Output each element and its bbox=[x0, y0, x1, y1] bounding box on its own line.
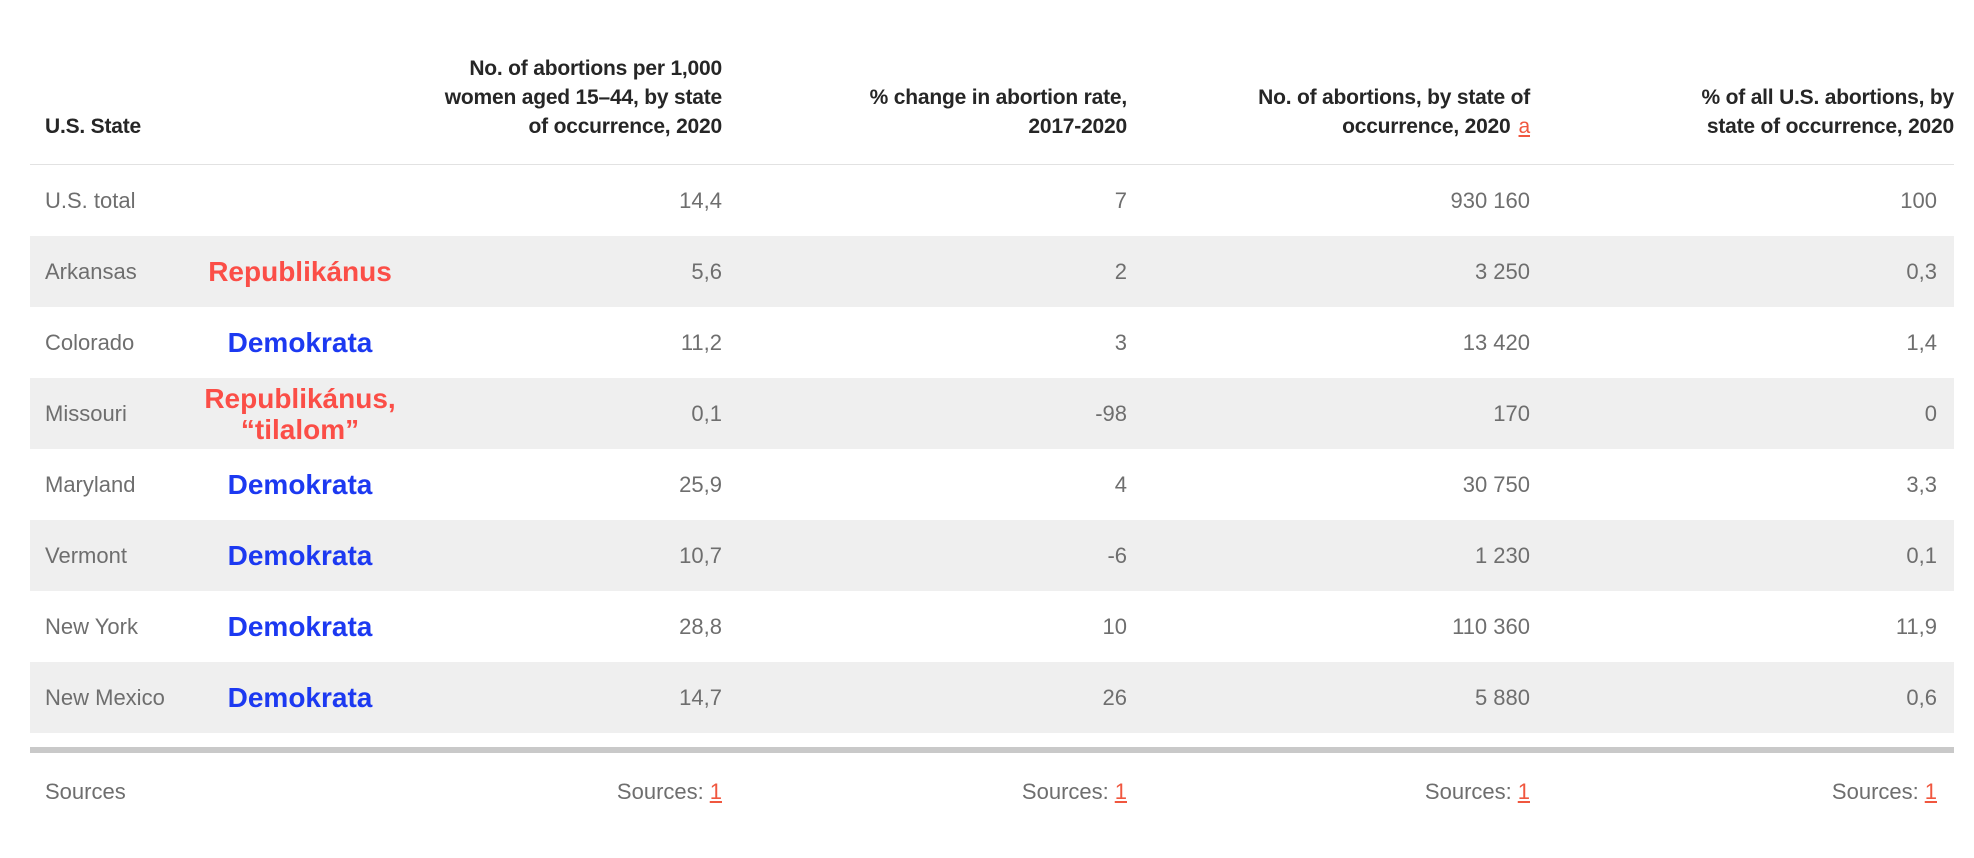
share-cell: 0,1 bbox=[1906, 542, 1937, 568]
rate-cell: 25,9 bbox=[679, 471, 722, 497]
table-bottom-gap bbox=[30, 733, 1954, 747]
count-cell: 13 420 bbox=[1462, 329, 1530, 355]
sources-cell-label: Sources: bbox=[1424, 779, 1512, 804]
table-row: U.S. total 14,4 7 930 160 100 bbox=[30, 165, 1954, 236]
source-link[interactable]: 1 bbox=[709, 779, 722, 804]
change-cell: 7 bbox=[1114, 187, 1127, 213]
table-row: Colorado Demokrata 11,2 3 13 420 1,4 bbox=[30, 307, 1954, 378]
state-cell: Colorado bbox=[45, 329, 135, 355]
state-cell: U.S. total bbox=[45, 187, 136, 213]
state-cell: Missouri bbox=[45, 400, 127, 426]
sources-cell-label: Sources: bbox=[1021, 779, 1109, 804]
change-cell: 3 bbox=[1114, 329, 1127, 355]
party-annotation: Demokrata bbox=[180, 611, 420, 642]
source-link[interactable]: 1 bbox=[1517, 779, 1530, 804]
change-cell: 2 bbox=[1114, 258, 1127, 284]
abortion-statistics-table: U.S. State No. of abortions per 1,000 wo… bbox=[30, 0, 1954, 805]
rate-cell: 14,4 bbox=[679, 187, 722, 213]
column-header-share: % of all U.S. abortions, by state of occ… bbox=[1530, 83, 1955, 141]
sources-cell: Sources: 1 bbox=[420, 779, 722, 805]
table-row: Maryland Demokrata 25,9 4 30 750 3,3 bbox=[30, 449, 1954, 520]
state-cell: New Mexico bbox=[45, 684, 165, 710]
footnote-a-link[interactable]: a bbox=[1518, 115, 1531, 138]
party-label: Republikánus bbox=[208, 256, 392, 287]
sources-cell: Sources: 1 bbox=[1530, 779, 1954, 805]
party-annotation: Republikánus, “tilalom” bbox=[180, 383, 420, 445]
header-line: 2017-2020 bbox=[1028, 115, 1127, 138]
table-body: U.S. total 14,4 7 930 160 100 Arkansas R… bbox=[30, 165, 1954, 733]
party-annotation: Demokrata bbox=[180, 327, 420, 358]
party-label: Demokrata bbox=[227, 327, 373, 358]
change-cell: -98 bbox=[1095, 400, 1127, 426]
count-cell: 3 250 bbox=[1474, 258, 1530, 284]
share-cell: 0 bbox=[1924, 400, 1937, 426]
party-label: Demokrata bbox=[227, 469, 373, 500]
rate-cell: 10,7 bbox=[679, 542, 722, 568]
rate-cell: 11,2 bbox=[680, 329, 722, 355]
column-header-count: No. of abortions, by state of occurrence… bbox=[1127, 83, 1530, 141]
party-label: Demokrata bbox=[227, 611, 373, 642]
count-cell: 170 bbox=[1493, 400, 1530, 426]
change-cell: 4 bbox=[1114, 471, 1127, 497]
party-label: Republikánus, bbox=[204, 382, 396, 414]
party-label: Demokrata bbox=[227, 682, 373, 713]
sources-label: Sources bbox=[45, 779, 126, 804]
column-header-state: U.S. State bbox=[45, 115, 142, 138]
change-cell: -6 bbox=[1107, 542, 1127, 568]
rate-cell: 28,8 bbox=[679, 613, 722, 639]
state-cell: New York bbox=[45, 613, 138, 639]
table-row: Missouri Republikánus, “tilalom” 0,1 -98… bbox=[30, 378, 1954, 449]
column-header-rate: No. of abortions per 1,000 women aged 15… bbox=[420, 54, 722, 141]
party-annotation: Demokrata bbox=[180, 469, 420, 500]
change-cell: 10 bbox=[1102, 613, 1127, 639]
header-line: women aged 15–44, by state bbox=[444, 86, 722, 109]
table-header: U.S. State No. of abortions per 1,000 wo… bbox=[30, 0, 1954, 165]
header-line: state of occurrence, 2020 bbox=[1706, 115, 1954, 138]
header-line: of occurrence, 2020 bbox=[528, 115, 723, 138]
share-cell: 0,6 bbox=[1906, 684, 1937, 710]
table-row: New Mexico Demokrata 14,7 26 5 880 0,6 bbox=[30, 662, 1954, 733]
rate-cell: 14,7 bbox=[679, 684, 722, 710]
table-row: Vermont Demokrata 10,7 -6 1 230 0,1 bbox=[30, 520, 1954, 591]
header-line: occurrence, 2020 a bbox=[1127, 112, 1530, 141]
sources-row: Sources Sources: 1 Sources: 1 Sources: 1 So… bbox=[30, 753, 1954, 805]
party-annotation: Demokrata bbox=[180, 682, 420, 713]
sources-cell-label: Sources: bbox=[1831, 779, 1919, 804]
rate-cell: 0,1 bbox=[691, 400, 722, 426]
change-cell: 26 bbox=[1102, 684, 1127, 710]
sources-cell: Sources: 1 bbox=[722, 779, 1127, 805]
header-line-text: occurrence, 2020 bbox=[1342, 115, 1511, 138]
column-header-change: % change in abortion rate, 2017-2020 bbox=[722, 83, 1128, 141]
sources-cell-label: Sources: bbox=[616, 779, 704, 804]
rate-cell: 5,6 bbox=[691, 258, 722, 284]
sources-cell: Sources: 1 bbox=[1127, 779, 1530, 805]
table-row: New York Demokrata 28,8 10 110 360 11,9 bbox=[30, 591, 1954, 662]
state-cell: Arkansas bbox=[45, 258, 137, 284]
header-line: No. of abortions per 1,000 bbox=[469, 57, 722, 80]
header-line: % of all U.S. abortions, by bbox=[1701, 86, 1955, 109]
count-cell: 930 160 bbox=[1450, 187, 1530, 213]
party-annotation: Demokrata bbox=[180, 540, 420, 571]
share-cell: 100 bbox=[1900, 187, 1937, 213]
share-cell: 0,3 bbox=[1906, 258, 1937, 284]
party-label: “tilalom” bbox=[240, 413, 360, 445]
state-cell: Maryland bbox=[45, 471, 136, 497]
state-cell: Vermont bbox=[45, 542, 127, 568]
party-annotation: Republikánus bbox=[180, 256, 420, 287]
count-cell: 110 360 bbox=[1452, 613, 1530, 639]
source-link[interactable]: 1 bbox=[1924, 779, 1937, 804]
share-cell: 1,4 bbox=[1906, 329, 1937, 355]
share-cell: 11,9 bbox=[1895, 613, 1937, 639]
count-cell: 30 750 bbox=[1462, 471, 1530, 497]
header-line: No. of abortions, by state of bbox=[1258, 86, 1530, 109]
share-cell: 3,3 bbox=[1906, 471, 1937, 497]
header-line: % change in abortion rate, bbox=[869, 86, 1128, 109]
table-bottom-border bbox=[30, 747, 1954, 753]
table-row: Arkansas Republikánus 5,6 2 3 250 0,3 bbox=[30, 236, 1954, 307]
count-cell: 5 880 bbox=[1474, 684, 1530, 710]
source-link[interactable]: 1 bbox=[1114, 779, 1127, 804]
count-cell: 1 230 bbox=[1474, 542, 1530, 568]
party-label: Demokrata bbox=[227, 540, 373, 571]
